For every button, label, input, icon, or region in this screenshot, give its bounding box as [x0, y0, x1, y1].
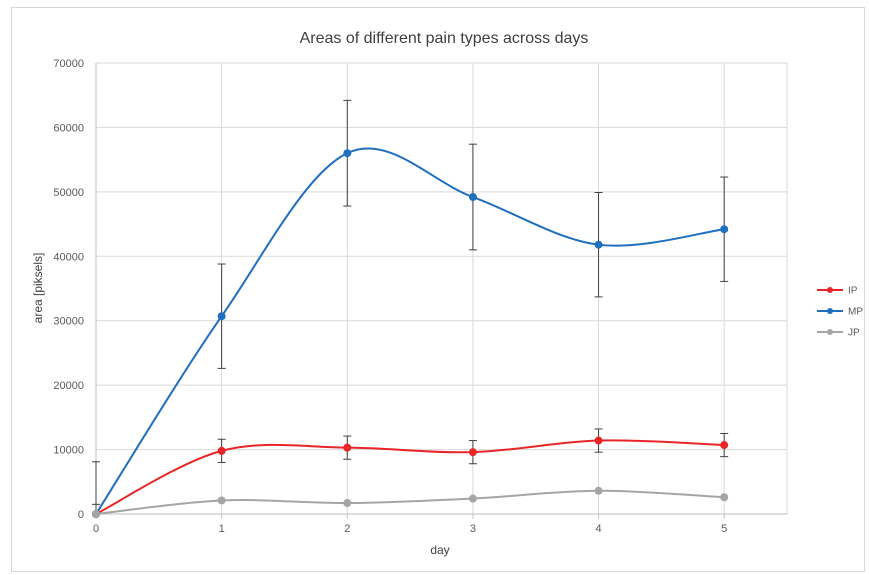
legend: IP MP JP: [817, 286, 863, 339]
gridlines: [96, 62, 788, 514]
data-points: [92, 149, 729, 518]
y-tick-label: 60000: [53, 122, 84, 134]
y-tick-label: 0: [78, 509, 84, 521]
data-point-jp: [343, 499, 352, 508]
chart-frame: [11, 7, 865, 572]
data-point-mp: [594, 240, 603, 249]
series-line-ip: [95, 439, 725, 515]
data-point-ip: [468, 448, 477, 457]
x-axis-label: day: [430, 543, 449, 557]
data-point-jp: [92, 510, 100, 518]
data-point-ip: [594, 436, 603, 445]
y-tick-label: 70000: [53, 58, 84, 70]
y-tick-labels: 0 10000 20000 30000 40000 50000 60000 70000: [53, 58, 84, 521]
data-point-mp: [468, 193, 477, 202]
y-tick-label: 10000: [53, 445, 84, 457]
x-tick-label: 4: [595, 523, 601, 535]
y-tick-label: 50000: [53, 187, 84, 199]
data-point-ip: [217, 446, 226, 455]
data-point-mp: [217, 312, 226, 321]
chart-title: Areas of different pain types across day…: [300, 30, 589, 47]
y-tick-label: 40000: [53, 251, 84, 263]
x-tick-label: 0: [93, 523, 99, 535]
y-tick-label: 30000: [53, 316, 84, 328]
data-point-jp: [594, 486, 603, 495]
legend-label: MP: [848, 307, 863, 318]
legend-swatch-marker: [827, 329, 833, 335]
series-line-jp: [95, 489, 725, 515]
data-point-jp: [468, 494, 477, 503]
y-axis-label: area [piksels]: [31, 253, 45, 324]
legend-swatch-marker: [827, 308, 833, 314]
series-line-mp: [95, 147, 725, 515]
legend-label: IP: [848, 286, 858, 297]
data-point-ip: [720, 441, 729, 450]
data-point-ip: [343, 443, 352, 452]
x-tick-labels: 0 1 2 3 4 5: [93, 523, 727, 535]
x-tick-label: 2: [344, 523, 350, 535]
axes: [95, 63, 787, 519]
data-point-mp: [720, 225, 729, 234]
data-point-jp: [720, 493, 729, 502]
x-tick-label: 1: [219, 523, 225, 535]
legend-label: JP: [848, 328, 860, 339]
x-tick-label: 3: [470, 523, 476, 535]
series-lines: [95, 147, 725, 515]
legend-swatch-marker: [827, 287, 833, 293]
x-tick-label: 5: [721, 523, 727, 535]
data-point-mp: [343, 149, 352, 158]
y-tick-label: 20000: [53, 380, 84, 392]
data-point-jp: [217, 496, 226, 505]
